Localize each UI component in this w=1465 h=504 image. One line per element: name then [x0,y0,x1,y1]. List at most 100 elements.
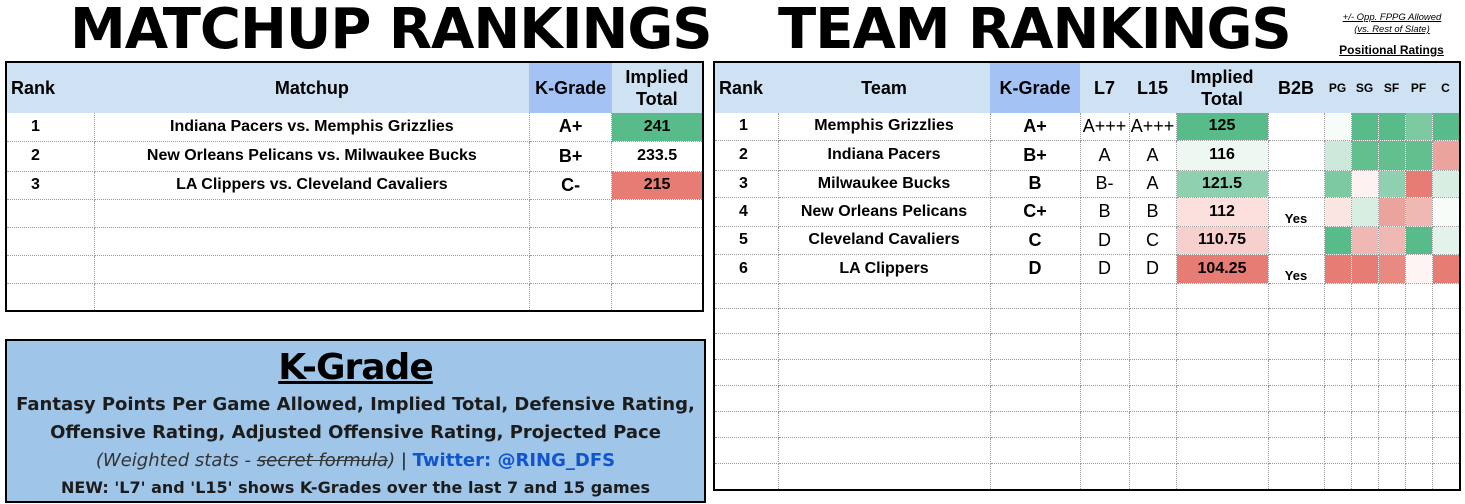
team-rank-cell: 4 [714,197,779,227]
l15-cell: A+++ [1129,113,1177,141]
team-row [714,437,1460,464]
sg-rating-cell [1351,463,1379,491]
l7-cell [1080,463,1130,491]
team-rank-cell [714,333,779,360]
team-name-cell [778,283,991,309]
l7-cell [1080,359,1130,386]
team-rankings-title: TEAM RANKINGS [778,0,1292,62]
b2b-cell [1268,411,1325,438]
l15-cell [1129,333,1177,360]
team-name-cell: Cleveland Cavaliers [778,226,991,255]
b2b-cell [1268,113,1325,141]
b2b-cell: Yes [1268,254,1325,284]
sg-rating-cell [1351,113,1379,141]
team-kgrade-cell: C [990,226,1081,255]
team-rank-cell: 2 [714,140,779,171]
team-rank-cell [714,283,779,309]
team-kgrade-cell: A+ [990,113,1081,141]
pg-rating-cell [1324,385,1352,412]
l7-cell: A+++ [1080,113,1130,141]
matchup-row: 3 LA Clippers vs. Cleveland Cavaliers C- 21… [6,171,703,200]
team-kgrade-cell [990,308,1081,334]
opp-fppg-note: +/- Opp. FPPG Allowed [1342,12,1442,23]
rank-header: Rank [6,62,95,113]
matchup-header: Matchup [94,62,530,113]
team-implied-total-header: Implied Total [1176,62,1268,113]
pf-rating-cell [1405,140,1433,171]
pg-rating-cell [1324,411,1352,438]
matchup-name-cell [94,227,530,256]
matchup-rank-cell: 3 [6,171,95,200]
pf-rating-cell [1405,113,1433,141]
l15-cell [1129,437,1177,464]
team-implied-cell [1176,463,1269,491]
sg-rating-cell [1351,385,1379,412]
team-kgrade-cell: B+ [990,140,1081,171]
team-name-cell: Memphis Grizzlies [778,113,991,141]
b2b-header: B2B [1268,62,1324,113]
l7-cell [1080,411,1130,438]
team-implied-cell: 112 [1176,197,1269,227]
l7-cell: D [1080,254,1130,284]
sg-rating-cell [1351,197,1379,227]
team-row [714,333,1460,360]
team-rank-cell: 1 [714,113,779,141]
sf-rating-cell [1378,226,1406,255]
sf-rating-cell [1378,197,1406,227]
team-rank-cell [714,308,779,334]
team-row: 6 LA Clippers D D D 104.25 Yes [714,254,1460,284]
c-rating-cell [1432,197,1460,227]
team-kgrade-cell [990,283,1081,309]
matchup-row [6,227,703,256]
team-implied-cell: 121.5 [1176,170,1269,198]
l7-cell: D [1080,226,1130,255]
l7-header: L7 [1080,62,1129,113]
pg-rating-cell [1324,283,1352,309]
l15-cell: A [1129,170,1177,198]
pf-rating-cell [1405,411,1433,438]
team-kgrade-cell [990,411,1081,438]
l15-cell [1129,308,1177,334]
sf-rating-cell [1378,170,1406,198]
b2b-cell [1268,308,1325,334]
matchup-row [6,255,703,284]
matchup-kgrade-cell [529,199,613,228]
matchup-implied-cell: 241 [611,113,703,142]
team-rank-cell [714,437,779,464]
b2b-cell [1268,437,1325,464]
team-row: 5 Cleveland Cavaliers C D C 110.75 [714,226,1460,255]
c-rating-cell [1432,411,1460,438]
team-name-cell [778,385,991,412]
matchup-row: 2 New Orleans Pelicans vs. Milwaukee Buck… [6,141,703,172]
separator: | [395,450,413,471]
pf-rating-cell [1405,359,1433,386]
pg-rating-cell [1324,140,1352,171]
pg-rating-cell [1324,226,1352,255]
l7-cell: A [1080,140,1130,171]
sf-rating-cell [1378,254,1406,284]
team-rank-cell: 5 [714,226,779,255]
team-kgrade-cell [990,359,1081,386]
sg-rating-cell [1351,140,1379,171]
twitter-link[interactable]: Twitter: @RING_DFS [412,450,616,471]
team-header-row: Rank Team K-Grade L7 L15 Implied Total B… [714,62,1460,113]
team-implied-cell [1176,333,1269,360]
c-rating-cell [1432,283,1460,309]
kgrade-box-title: K-Grade [278,347,434,388]
l7-cell [1080,283,1130,309]
matchup-kgrade-cell [529,227,613,256]
team-name-cell: LA Clippers [778,254,991,284]
team-row [714,411,1460,438]
l7-cell: B- [1080,170,1130,198]
team-row: 3 Milwaukee Bucks B B- A 121.5 [714,170,1460,198]
c-rating-cell [1432,308,1460,334]
sf-rating-cell [1378,113,1406,141]
l15-cell [1129,463,1177,491]
matchup-implied-cell: 233.5 [611,141,703,172]
l15-header: L15 [1129,62,1176,113]
team-row [714,463,1460,491]
matchup-header-row: Rank Matchup K-Grade Implied Total [6,62,703,113]
c-rating-cell [1432,463,1460,491]
matchup-rank-cell [6,227,95,256]
sg-rating-cell [1351,308,1379,334]
